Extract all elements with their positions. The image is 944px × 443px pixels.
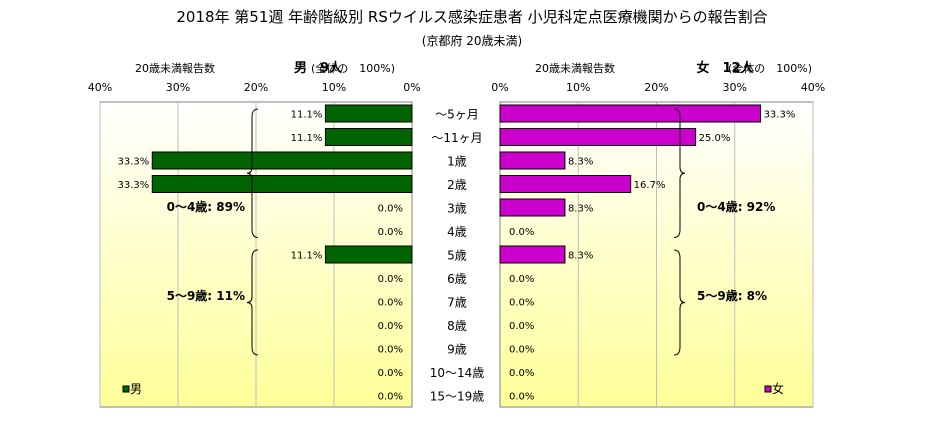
data-label: 0.0%: [509, 392, 534, 403]
data-label: 0.0%: [378, 392, 403, 403]
x-tick-label: 20%: [644, 81, 668, 94]
data-label: 16.7%: [634, 180, 666, 191]
category-label: ～11ヶ月: [431, 131, 482, 145]
bar: [499, 175, 632, 193]
x-tick-label: 30%: [166, 81, 190, 94]
bar: [499, 104, 762, 123]
legend-label: 男: [130, 382, 142, 396]
x-tick-label: 40%: [88, 81, 112, 94]
data-label: 8.3%: [568, 251, 593, 262]
legend-swatch: [122, 385, 130, 393]
series-header-count: 男 9人: [294, 60, 343, 76]
category-label: 1歳: [447, 155, 467, 169]
plot-area: 0%10%20%30%40%20歳未満報告数男 9人(全体の 100%)11.1…: [88, 60, 825, 408]
bar: [324, 245, 413, 264]
data-label: 8.3%: [568, 157, 593, 168]
group-label: 5～9歳: 11%: [167, 288, 245, 303]
group-bracket: [673, 108, 686, 238]
series-header-note: (全体の 100%): [728, 61, 812, 75]
data-label: 0.0%: [378, 204, 403, 215]
category-label: ～5ヶ月: [435, 108, 479, 122]
data-label: 0.0%: [509, 227, 534, 238]
bar: [499, 198, 566, 217]
data-label: 0.0%: [509, 368, 534, 379]
category-label: 5歳: [447, 249, 467, 263]
bar: [151, 175, 413, 193]
data-label: 33.3%: [117, 180, 149, 191]
data-label: 11.1%: [291, 133, 323, 144]
x-tick-label: 0%: [403, 81, 420, 94]
data-label: 8.3%: [568, 204, 593, 215]
bar: [499, 128, 697, 146]
legend-swatch: [764, 385, 772, 393]
data-label: 11.1%: [291, 251, 323, 262]
category-label: 7歳: [447, 296, 467, 310]
group-bracket: [673, 249, 686, 356]
category-label: 9歳: [447, 343, 467, 357]
x-tick-label: 20%: [244, 81, 268, 94]
data-label: 11.1%: [291, 110, 323, 121]
category-label: 15～19歳: [430, 390, 485, 404]
category-label: 6歳: [447, 272, 467, 286]
bar: [151, 151, 413, 170]
x-tick-label: 10%: [566, 81, 590, 94]
group-bracket: [246, 108, 259, 238]
series-header-count: 女 12人: [696, 60, 754, 76]
data-label: 0.0%: [509, 298, 534, 309]
data-label: 0.0%: [378, 368, 403, 379]
data-label: 0.0%: [378, 321, 403, 332]
chart-subtitle: (京都府 20歳未満): [422, 33, 522, 48]
group-label: 0～4歳: 92%: [697, 199, 775, 214]
data-label: 25.0%: [699, 133, 731, 144]
group-label: 0～4歳: 89%: [167, 199, 245, 214]
data-label: 33.3%: [117, 157, 149, 168]
category-label: 4歳: [447, 225, 467, 239]
data-label: 0.0%: [509, 274, 534, 285]
x-tick-label: 0%: [491, 81, 508, 94]
group-label: 5～9歳: 8%: [697, 288, 767, 303]
category-label: 10～14歳: [430, 366, 485, 380]
bar: [324, 104, 413, 123]
legend-label: 女: [772, 381, 784, 396]
category-label: 3歳: [447, 202, 467, 216]
bar: [499, 245, 566, 264]
bar: [499, 151, 566, 170]
data-label: 0.0%: [378, 345, 403, 356]
series-header-note: (全体の 100%): [311, 61, 395, 75]
group-bracket: [246, 249, 259, 356]
data-label: 0.0%: [378, 298, 403, 309]
category-label: 2歳: [447, 178, 467, 192]
x-tick-label: 40%: [801, 81, 825, 94]
data-label: 0.0%: [509, 321, 534, 332]
series-header-label: 20歳未満報告数: [135, 62, 215, 75]
category-label: 8歳: [447, 319, 467, 333]
x-tick-label: 10%: [322, 81, 346, 94]
series-header-label: 20歳未満報告数: [535, 62, 615, 75]
chart-title: 2018年 第51週 年齢階級別 RSウイルス感染症患者 小児科定点医療機関から…: [176, 8, 767, 26]
data-label: 0.0%: [378, 227, 403, 238]
x-tick-label: 30%: [723, 81, 747, 94]
data-label: 0.0%: [509, 345, 534, 356]
bar: [324, 128, 413, 146]
data-label: 33.3%: [764, 110, 796, 121]
data-label: 0.0%: [378, 274, 403, 285]
